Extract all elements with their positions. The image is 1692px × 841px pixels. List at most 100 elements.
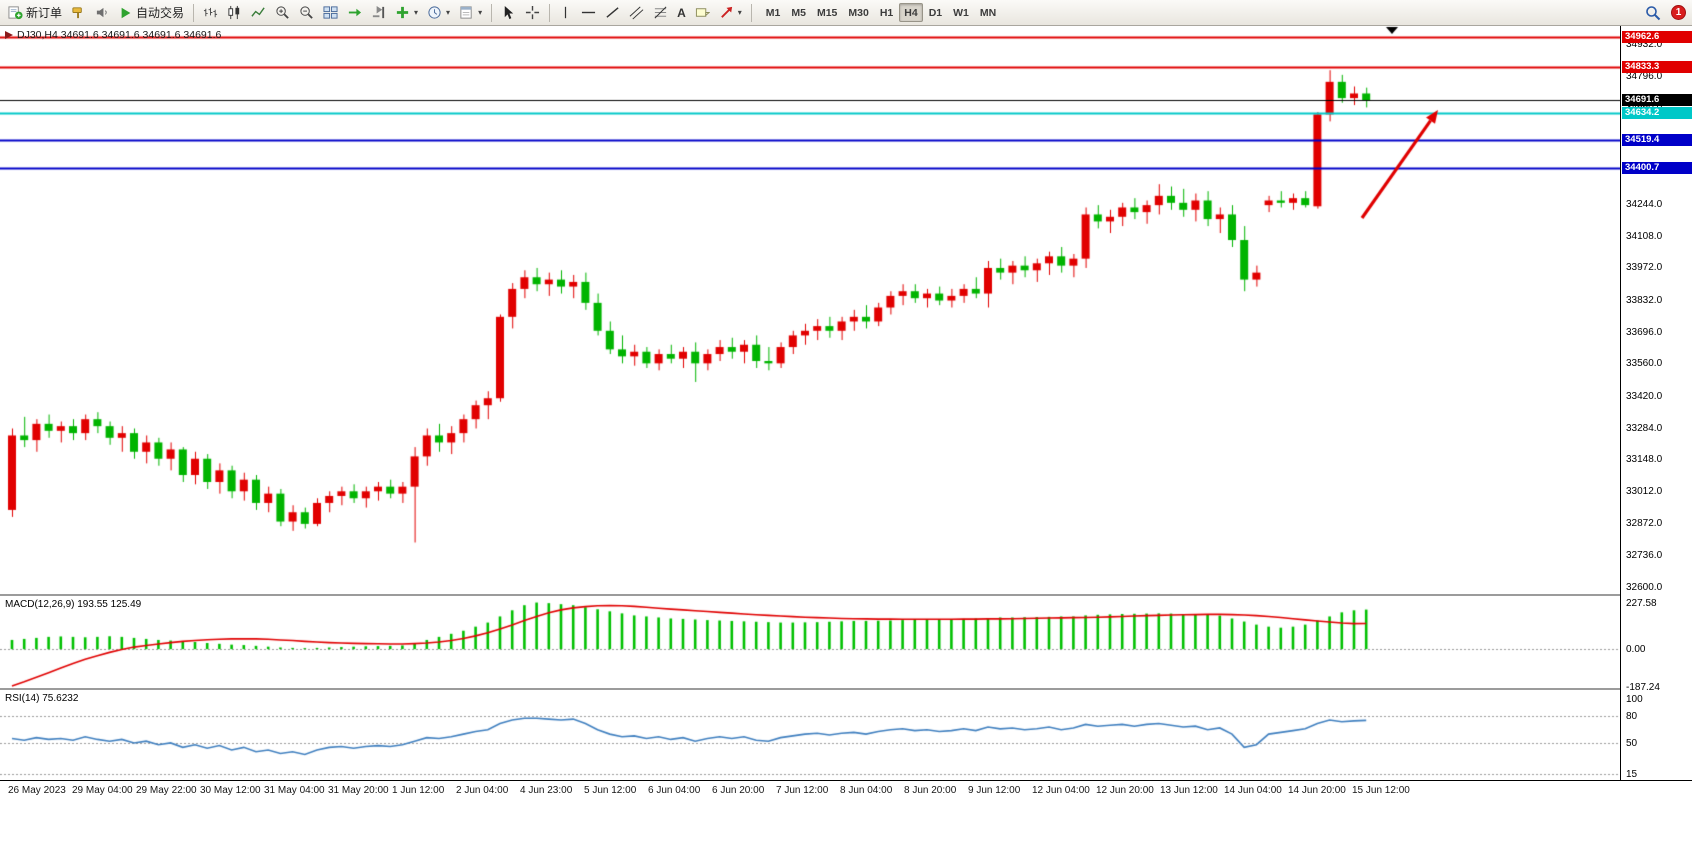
price-axis-label: 33832.0 [1626, 295, 1663, 307]
price-axis-label: 33012.0 [1626, 485, 1663, 497]
candlestick-chart-icon [228, 5, 240, 20]
text-button[interactable]: A [677, 5, 686, 20]
channel-button[interactable] [625, 2, 648, 23]
cursor-button[interactable] [497, 2, 520, 23]
macd-pane-canvas[interactable] [0, 596, 1620, 690]
notification-badge[interactable]: 1 [1671, 5, 1686, 20]
time-axis-label: 8 Jun 04:00 [840, 785, 893, 796]
crosshair-icon [526, 5, 540, 20]
zoom-in-button[interactable] [271, 2, 294, 23]
chart-window: DJ30,H4 34691.6 34691.6 34691.6 34691.6 … [0, 26, 1692, 841]
new-order-button[interactable]: 新订单 [4, 2, 66, 23]
price-axis-label: 33284.0 [1626, 422, 1663, 434]
timeframe-button-d1[interactable]: D1 [928, 6, 943, 19]
time-axis-label: 12 Jun 04:00 [1032, 785, 1090, 796]
label-button[interactable] [691, 2, 714, 23]
periods-icon [428, 6, 441, 19]
price-line-tag: 34691.6 [1622, 94, 1692, 107]
time-axis-label: 6 Jun 04:00 [648, 785, 701, 796]
horizontal-line-button[interactable] [577, 2, 600, 23]
sound-icon [96, 7, 107, 18]
periods-button[interactable]: ▾ [423, 2, 454, 23]
time-axis-label: 14 Jun 20:00 [1288, 785, 1346, 796]
time-axis-label: 14 Jun 04:00 [1224, 785, 1282, 796]
autotrading-button[interactable]: 自动交易 [115, 2, 188, 23]
time-axis-label: 31 May 04:00 [264, 785, 325, 796]
templates-button[interactable]: ▾ [455, 2, 486, 23]
timeframe-button-m15[interactable]: M15 [816, 6, 838, 19]
time-axis-label: 5 Jun 12:00 [584, 785, 637, 796]
time-axis-label: 26 May 2023 [8, 785, 66, 796]
timeframe-button-h1[interactable]: H1 [879, 6, 894, 19]
macd-axis-label: -187.24 [1626, 682, 1660, 694]
chart-shift-button[interactable] [367, 2, 390, 23]
auto-scroll-button[interactable] [343, 2, 366, 23]
toolbar: 新订单 自动交易 ▾ ▾ ▾ [0, 0, 1692, 26]
price-axis-label: 33560.0 [1626, 358, 1663, 370]
candlestick-chart-button[interactable] [223, 2, 246, 23]
price-axis[interactable]: 34932.034796.034660.034524.034388.034244… [1620, 26, 1692, 780]
time-axis-label: 6 Jun 20:00 [712, 785, 765, 796]
new-order-icon [8, 6, 23, 20]
new-order-label: 新订单 [26, 6, 63, 20]
horizontal-line-icon [582, 11, 596, 14]
time-axis-label: 9 Jun 12:00 [968, 785, 1021, 796]
time-axis-label: 2 Jun 04:00 [456, 785, 509, 796]
line-chart-button[interactable] [247, 2, 270, 23]
crosshair-button[interactable] [521, 2, 544, 23]
pane-separator[interactable] [0, 594, 1692, 596]
line-chart-icon [251, 7, 265, 17]
time-axis-label: 31 May 20:00 [328, 785, 389, 796]
auto-scroll-icon [348, 8, 362, 17]
timeframe-button-m5[interactable]: M5 [791, 6, 806, 19]
arrows-icon [720, 6, 732, 18]
time-axis-label: 7 Jun 12:00 [776, 785, 829, 796]
timeframe-button-h4[interactable]: H4 [899, 3, 923, 22]
fibonacci-button[interactable] [649, 2, 672, 23]
pane-separator[interactable] [0, 688, 1692, 690]
macd-axis-label: 0.00 [1626, 644, 1646, 656]
price-axis-label: 33148.0 [1626, 454, 1663, 466]
chevron-down-icon: ▾ [737, 8, 742, 17]
timeframe-button-m30[interactable]: M30 [848, 6, 869, 19]
profiles-button[interactable] [67, 2, 90, 23]
time-axis-label: 4 Jun 23:00 [520, 785, 573, 796]
timeframe-button-w1[interactable]: W1 [953, 6, 969, 19]
zoom-out-button[interactable] [295, 2, 318, 23]
time-axis-label: 29 May 04:00 [72, 785, 133, 796]
tile-windows-button[interactable] [319, 2, 342, 23]
trendline-button[interactable] [601, 2, 624, 23]
vertical-line-button[interactable] [555, 2, 576, 23]
timeframe-button-m1[interactable]: M1 [765, 6, 781, 19]
price-chart-canvas[interactable] [0, 26, 1620, 596]
fibonacci-icon [654, 6, 667, 19]
time-axis[interactable]: 26 May 2023 29 May 04:00 29 May 22:00 30 Ma… [0, 780, 1692, 841]
price-axis-label: 33972.0 [1626, 262, 1663, 274]
price-axis-label: 34244.0 [1626, 199, 1663, 211]
chevron-down-icon: ▾ [414, 8, 419, 17]
cursor-icon [504, 5, 514, 20]
rsi-axis-label: 80 [1626, 711, 1638, 723]
rsi-pane-canvas[interactable] [0, 690, 1620, 780]
autotrading-label: 自动交易 [136, 6, 185, 20]
search-button[interactable] [1641, 2, 1665, 23]
price-axis-label: 34108.0 [1626, 230, 1663, 242]
rsi-axis-label: 100 [1626, 693, 1643, 705]
autotrading-icon [121, 7, 131, 18]
sound-button[interactable] [91, 2, 114, 23]
templates-icon [460, 6, 472, 19]
price-line-tag: 34400.7 [1622, 161, 1692, 174]
price-line-tag: 34962.6 [1622, 31, 1692, 44]
price-axis-label: 32600.0 [1626, 581, 1663, 593]
chevron-down-icon: ▾ [446, 8, 451, 17]
price-line-tag: 34634.2 [1622, 107, 1692, 120]
price-line-tag: 34519.4 [1622, 134, 1692, 147]
indicators-button[interactable]: ▾ [391, 2, 422, 23]
chart-shift-icon [372, 5, 385, 19]
timeframe-button-mn[interactable]: MN [979, 6, 997, 19]
time-axis-label: 13 Jun 12:00 [1160, 785, 1218, 796]
bar-chart-button[interactable] [199, 2, 222, 23]
arrows-button[interactable]: ▾ [715, 2, 746, 23]
price-axis-label: 34796.0 [1626, 70, 1663, 82]
toolbar-separator [549, 3, 551, 22]
